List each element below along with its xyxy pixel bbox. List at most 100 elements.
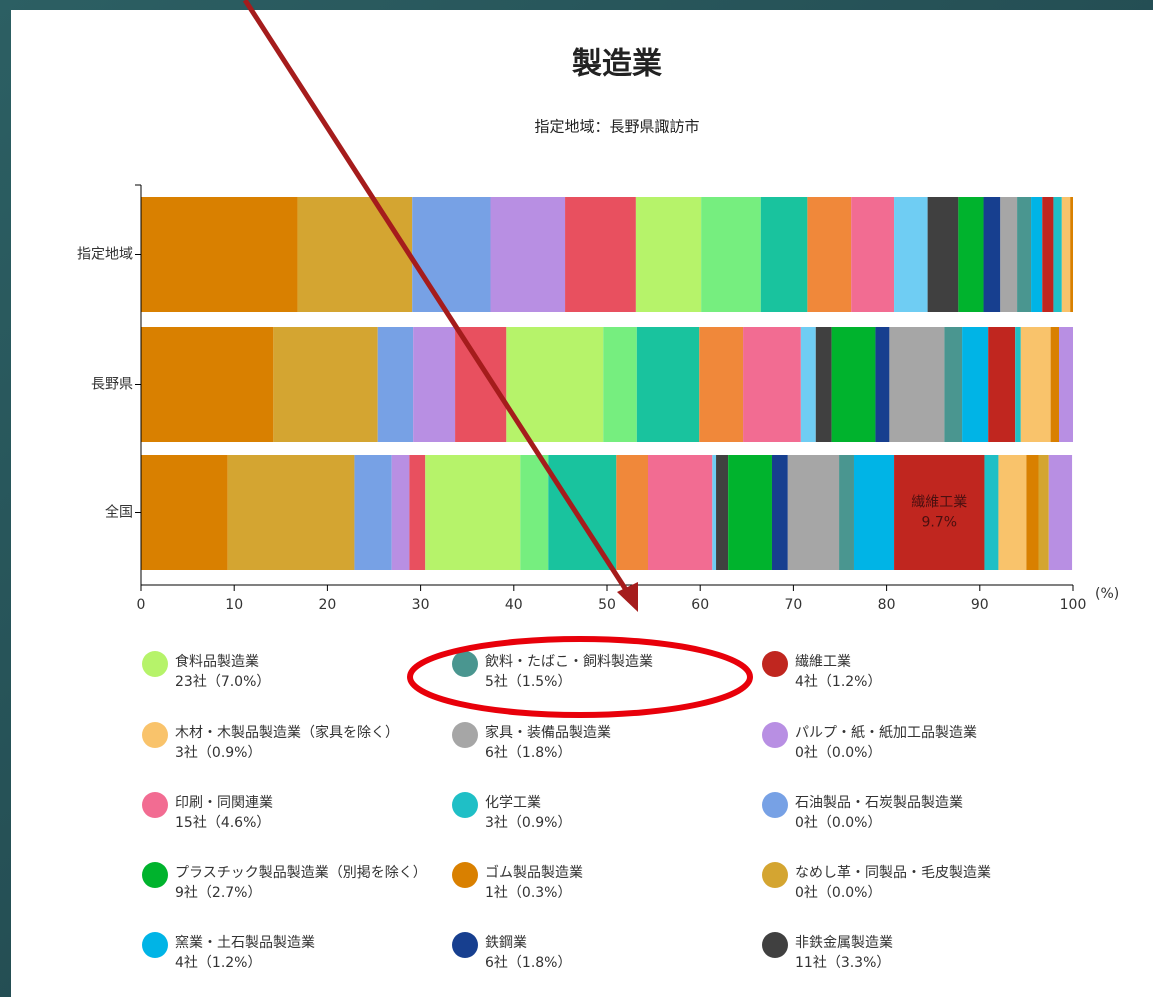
value-label: 9.7% bbox=[921, 515, 957, 531]
legend-swatch bbox=[452, 651, 478, 677]
bar-segment bbox=[1061, 197, 1071, 312]
legend-name: 窯業・土石製品製造業 bbox=[175, 934, 315, 951]
legend-count: 6社（1.8%） bbox=[485, 745, 571, 761]
legend-name: 飲料・たばこ・飼料製造業 bbox=[485, 654, 653, 670]
legend: 食料品製造業 23社（7.0%） 飲料・たばこ・飼料製造業 5社（1.5%） 繊維工業 4… bbox=[142, 651, 991, 971]
legend-swatch bbox=[762, 651, 788, 677]
bar-segment bbox=[988, 327, 1016, 442]
bar-segment bbox=[712, 455, 717, 570]
x-axis-unit: (%) bbox=[1095, 586, 1119, 602]
bar-segment bbox=[1015, 327, 1021, 442]
bar-segment bbox=[1048, 455, 1073, 570]
bar-segment bbox=[984, 455, 999, 570]
arrow-line bbox=[242, 0, 631, 595]
legend-swatch bbox=[762, 792, 788, 818]
legend-swatch bbox=[142, 722, 168, 748]
bar-segment bbox=[927, 197, 959, 312]
legend-name: 家具・装備品製造業 bbox=[485, 724, 611, 741]
bar-segment bbox=[635, 197, 702, 312]
bar-segment bbox=[616, 455, 649, 570]
bar-segment bbox=[506, 327, 604, 442]
x-tick-label: 70 bbox=[784, 597, 802, 613]
legend-swatch bbox=[142, 792, 168, 818]
x-tick-label: 30 bbox=[412, 597, 430, 613]
legend-swatch bbox=[142, 651, 168, 677]
bar-segment bbox=[354, 455, 392, 570]
legend-count: 0社（0.0%） bbox=[795, 885, 881, 901]
legend-swatch bbox=[762, 932, 788, 958]
legend-swatch bbox=[762, 722, 788, 748]
x-tick-label: 60 bbox=[691, 597, 709, 613]
bar-segment bbox=[413, 327, 456, 442]
bar-segment bbox=[520, 455, 549, 570]
bar-segment bbox=[490, 197, 566, 312]
legend-count: 0社（0.0%） bbox=[795, 745, 881, 761]
bar-segment bbox=[699, 327, 744, 442]
y-tick-label: 指定地域 bbox=[77, 247, 133, 263]
x-tick-label: 50 bbox=[598, 597, 616, 613]
legend-count: 1社（0.3%） bbox=[485, 885, 571, 901]
bar-segment bbox=[831, 327, 876, 442]
legend-count: 0社（0.0%） bbox=[795, 815, 881, 831]
legend-count: 4社（1.2%） bbox=[175, 955, 261, 971]
legend-swatch bbox=[452, 862, 478, 888]
x-tick-label: 40 bbox=[505, 597, 523, 613]
bar-segment bbox=[409, 455, 426, 570]
bar-segment bbox=[1038, 455, 1049, 570]
x-tick-label: 80 bbox=[878, 597, 896, 613]
legend-name: 印刷・同関連業 bbox=[175, 795, 273, 811]
legend-swatch bbox=[452, 792, 478, 818]
legend-count: 3社（0.9%） bbox=[175, 745, 261, 761]
chart-title: 製造業 bbox=[572, 47, 662, 82]
bar-segment bbox=[603, 327, 637, 442]
legend-name: 化学工業 bbox=[485, 795, 541, 811]
legend-swatch bbox=[452, 722, 478, 748]
x-tick-label: 10 bbox=[225, 597, 243, 613]
bar-segment bbox=[815, 327, 832, 442]
bar-segment bbox=[998, 455, 1027, 570]
bar-segment bbox=[141, 327, 274, 442]
bar-segment bbox=[1000, 197, 1018, 312]
bar-segment bbox=[636, 327, 700, 442]
legend-name: 木材・木製品製造業（家具を除く） bbox=[175, 724, 399, 741]
bar-segment bbox=[1050, 327, 1060, 442]
legend-name: 鉄鋼業 bbox=[485, 935, 527, 951]
bar-segment bbox=[548, 455, 617, 570]
x-tick-label: 100 bbox=[1060, 597, 1087, 613]
y-tick-label: 長野県 bbox=[91, 377, 133, 393]
bar-segment bbox=[851, 197, 895, 312]
bar-segment bbox=[565, 197, 636, 312]
bar-segment bbox=[760, 197, 808, 312]
legend-count: 5社（1.5%） bbox=[485, 674, 571, 690]
bar-segment bbox=[701, 197, 761, 312]
legend-count: 11社（3.3%） bbox=[795, 955, 890, 971]
legend-swatch bbox=[452, 932, 478, 958]
legend-count: 15社（4.6%） bbox=[175, 815, 270, 831]
bar-segment bbox=[800, 327, 816, 442]
legend-name: なめし革・同製品・毛皮製造業 bbox=[795, 865, 991, 881]
legend-swatch bbox=[142, 862, 168, 888]
bar-segment bbox=[648, 455, 713, 570]
legend-name: ゴム製品製造業 bbox=[485, 864, 583, 881]
bar-segment bbox=[1070, 197, 1073, 312]
y-tick-label: 全国 bbox=[105, 504, 133, 521]
bar-segment bbox=[787, 455, 840, 570]
segment-name: 繊維工業 bbox=[911, 495, 967, 511]
bar-segment bbox=[1026, 455, 1039, 570]
bar-segment bbox=[1053, 197, 1062, 312]
chart-subtitle: 指定地域：長野県諏訪市 bbox=[534, 118, 699, 136]
legend-swatch bbox=[142, 932, 168, 958]
bar-segment bbox=[455, 327, 507, 442]
legend-name: 石油製品・石炭製品製造業 bbox=[795, 795, 963, 811]
bar-segment bbox=[377, 327, 414, 442]
bar-segment bbox=[889, 327, 945, 442]
arrow-head bbox=[617, 582, 638, 612]
annotation bbox=[242, 0, 753, 718]
legend-count: 6社（1.8%） bbox=[485, 955, 571, 971]
legend-name: プラスチック製品製造業（別掲を除く） bbox=[175, 865, 427, 881]
bar-segment bbox=[412, 197, 491, 312]
bar-segment bbox=[1017, 197, 1032, 312]
